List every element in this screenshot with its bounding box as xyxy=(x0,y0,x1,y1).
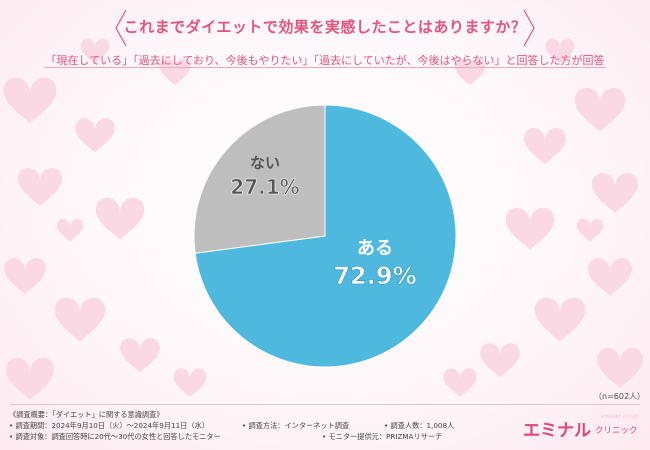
logo-main-text: エミナル xyxy=(523,421,591,441)
right-chevron-icon xyxy=(523,9,535,47)
heart-decoration xyxy=(4,258,46,295)
heart-decoration xyxy=(56,218,84,242)
logo-sub-text: クリニック xyxy=(595,426,638,436)
slice-label: ある xyxy=(357,238,393,259)
heart-decoration xyxy=(454,58,486,86)
pie-slice-no xyxy=(193,104,326,254)
survey-overview: 《調査概要：「ダイエット」に関する意識調査》 xyxy=(9,410,164,419)
heart-decoration xyxy=(159,58,191,86)
heart-decoration xyxy=(574,87,626,132)
monitor-provider: • モニター提供元：PRIZMAリサーチ xyxy=(322,432,443,441)
heart-decoration xyxy=(75,118,115,153)
eminal-clinic-logo: eminal clinic エミナル クリニック xyxy=(523,414,643,444)
heart-decoration xyxy=(596,347,644,388)
left-chevron-icon xyxy=(115,9,127,47)
survey-period: • 調査期間：2024年9月10日（火）～2024年9月11日（水） xyxy=(9,421,209,430)
heart-decoration xyxy=(480,343,520,378)
heart-decoration xyxy=(80,38,110,64)
heart-decoration xyxy=(443,368,477,397)
heart-decoration xyxy=(534,297,586,342)
subtitle-underline xyxy=(44,67,606,68)
heart-decoration xyxy=(120,338,160,373)
sample-size-label: （n=602人） xyxy=(594,392,646,401)
slice-value-label: 27.1% xyxy=(230,175,299,199)
survey-target: • 調査対象：調査回答時に20代～30代の女性と回答したモニター xyxy=(9,432,221,441)
heart-decoration xyxy=(576,218,604,242)
survey-footer: 《調査概要：「ダイエット」に関する意識調査》 • 調査期間：2024年9月10日… xyxy=(0,404,650,450)
heart-decoration xyxy=(591,172,639,213)
title-banner: これまでダイエットで効果を実感したことはありますか？ xyxy=(0,8,650,48)
footer-divider xyxy=(10,404,640,405)
survey-method: • 調査方法：インターネット調査 xyxy=(242,421,350,430)
heart-decoration xyxy=(18,168,62,206)
heart-decoration xyxy=(95,197,145,240)
heart-decoration xyxy=(505,207,555,250)
pie-slice-yes xyxy=(194,104,457,368)
subtitle: 「現在している」「過去にしており、今後もやりたい」「過去にしていたが、今後はやら… xyxy=(45,54,605,67)
heart-decoration xyxy=(545,38,575,64)
page-title: これまでダイエットで効果を実感したことはありますか？ xyxy=(123,18,527,36)
heart-decoration xyxy=(173,368,207,397)
survey-count: • 調査人数：1,008人 xyxy=(384,421,455,430)
heart-decoration xyxy=(524,128,566,165)
heart-decoration xyxy=(54,297,106,342)
heart-decoration xyxy=(588,258,632,296)
heart-decoration xyxy=(5,357,55,400)
slice-value-label: 72.9% xyxy=(333,262,416,290)
heart-decoration xyxy=(3,77,57,124)
slice-label: ない xyxy=(250,154,280,172)
logo-tagline: eminal clinic xyxy=(601,414,639,420)
